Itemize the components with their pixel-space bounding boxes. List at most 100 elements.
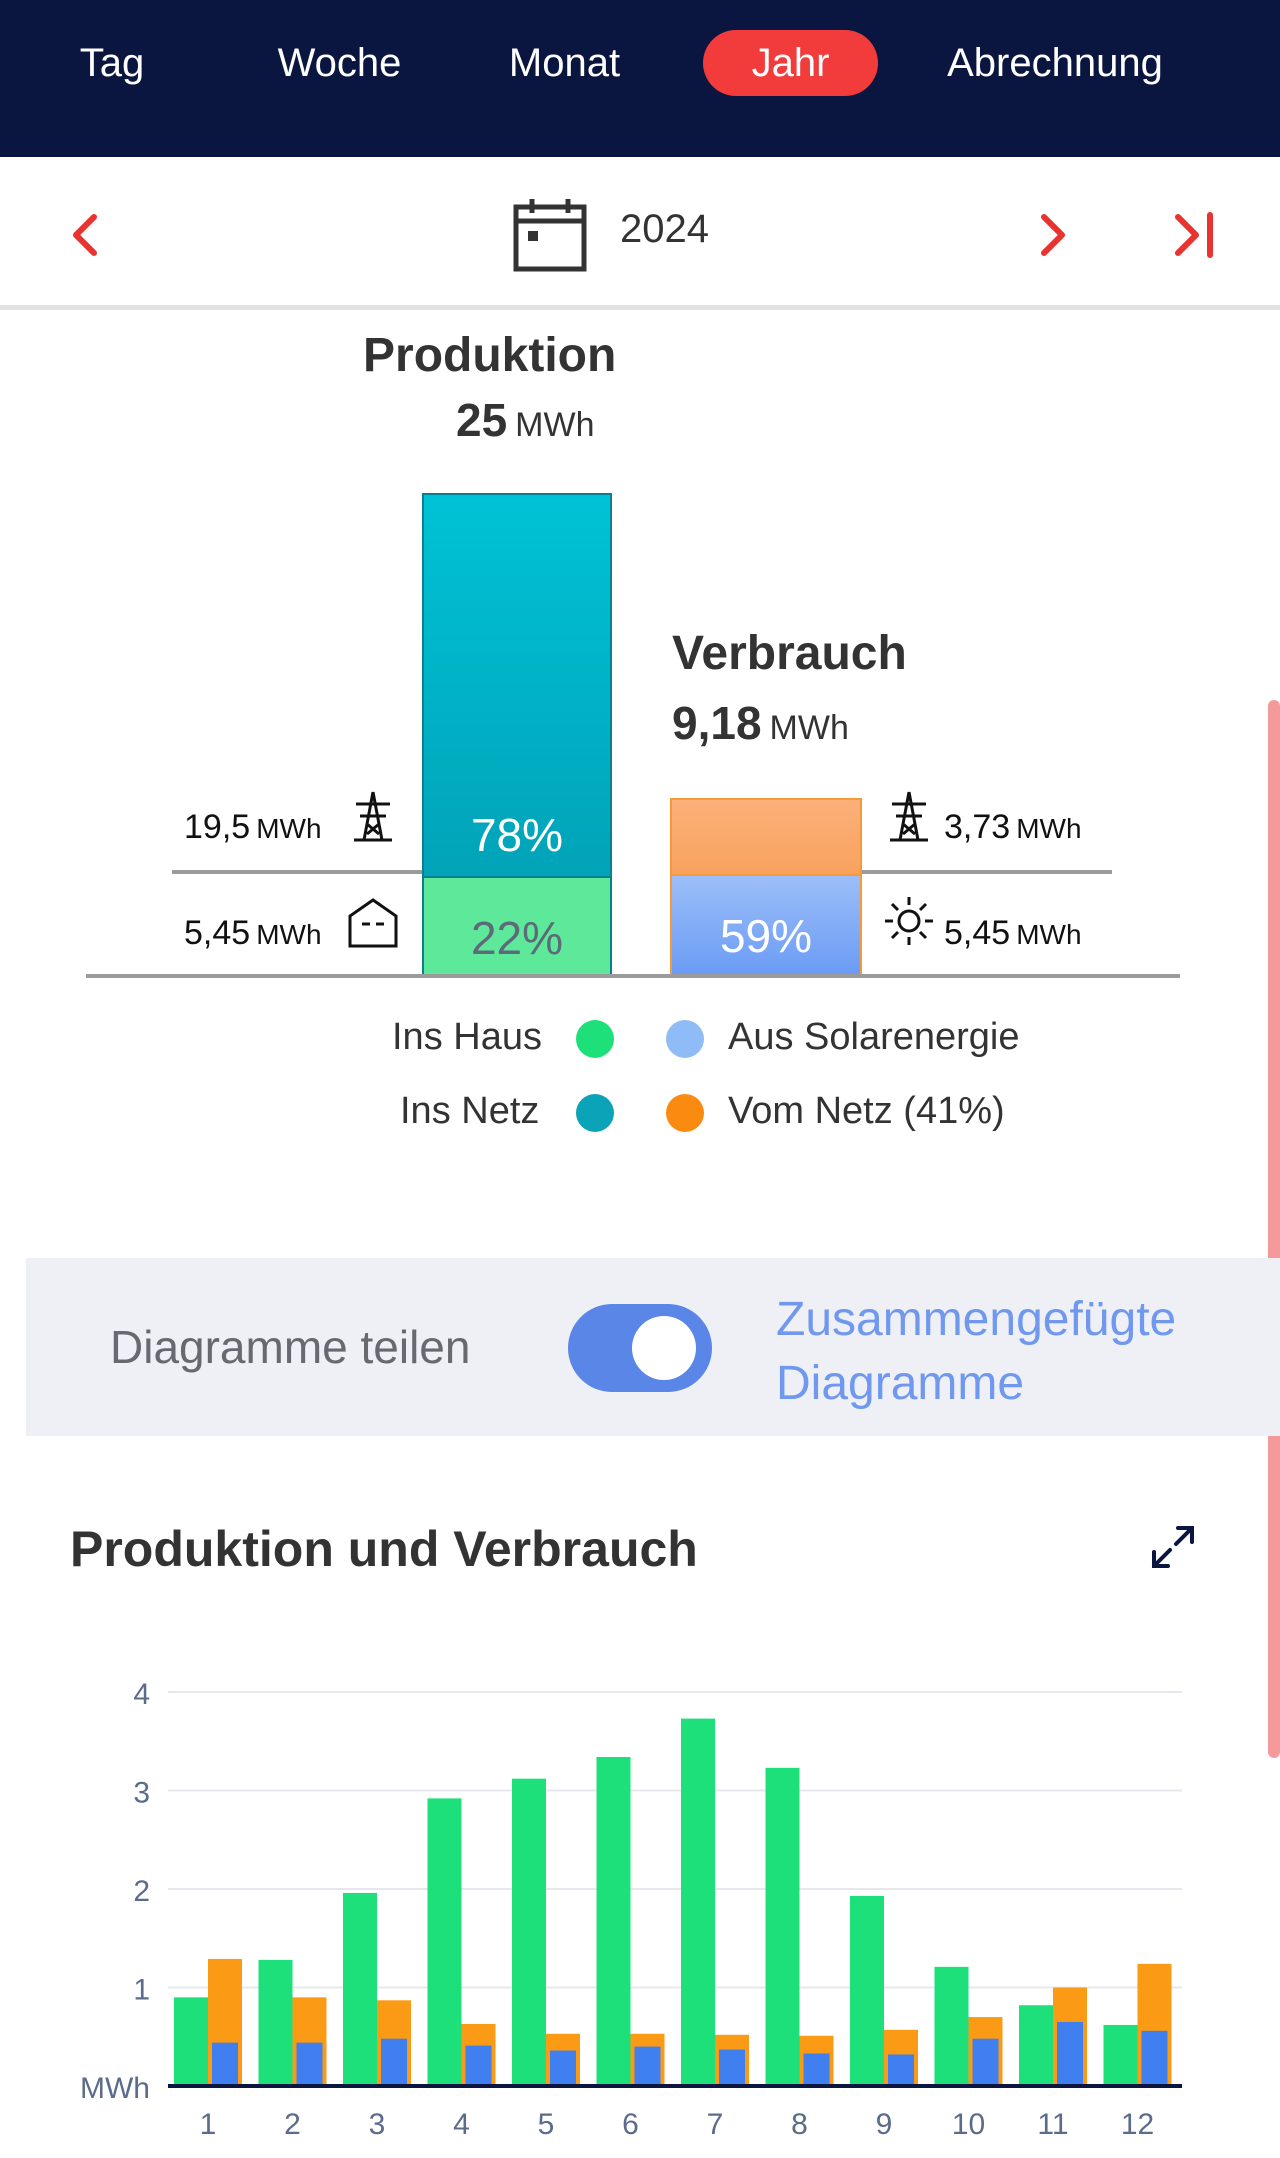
bar-series-1 [681,1718,715,2086]
consumption-solar-pct: 59% [719,910,813,962]
consumption-grid-value: 3,73 MWh [944,808,1082,847]
legend-aus-solar: Aus Solarenergie [728,1016,1020,1058]
period-tab-bar: Tag Woche Monat Jahr Abrechnung [0,0,1280,157]
tab-abrechnung[interactable]: Abrechnung [947,41,1163,85]
bar-series-3 [1057,2021,1083,2086]
scrollbar[interactable] [1268,700,1280,1758]
bar-series-1 [343,1892,377,2086]
bar-series-3 [550,2050,576,2086]
production-grid-number: 19,5 [184,808,251,846]
legend-dot-green [576,1020,614,1058]
split-chart-toggle-section: Diagramme teilen Zusammengefügte Diagram… [26,1258,1280,1436]
date-selector: 2024 [0,157,1280,310]
bar-series-3 [634,2046,661,2086]
x-tick-label: 5 [538,2108,555,2141]
x-tick-label: 8 [791,2108,808,2141]
production-house-segment: 22% [424,876,610,974]
bar-series-3 [465,2045,492,2086]
bar-series-3 [212,2042,238,2086]
chevron-right-icon[interactable] [1022,205,1082,265]
consumption-grid-number: 3,73 [944,808,1011,846]
production-house-value: 5,45 MWh [184,914,322,953]
y-tick-label: 1 [133,1974,150,2007]
legend-ins-haus: Ins Haus [392,1016,542,1058]
production-title: Produktion [363,329,617,382]
bar-series-1 [1103,2024,1138,2086]
divider-line [862,870,1112,874]
bar-series-1 [258,1959,293,2086]
combined-charts-line1: Zusammengefügte [776,1293,1177,1346]
bar-series-3 [888,2054,914,2086]
tab-monat[interactable]: Monat [508,41,621,85]
consumption-solar-unit: MWh [1016,919,1082,950]
consumption-solar-segment: 59% [672,874,860,974]
calendar-icon[interactable] [510,195,590,275]
consumption-solar-value: 5,45 MWh [944,914,1082,953]
production-stacked-bar: 78% 22% [422,493,612,974]
y-axis-label: MWh [80,2072,150,2105]
split-charts-label: Diagramme teilen [110,1321,471,1373]
x-tick-label: 9 [876,2108,893,2141]
legend-dot-orange [666,1094,704,1132]
legend-vom-netz: Vom Netz (41%) [728,1090,1005,1132]
sun-icon [882,894,936,948]
tab-jahr[interactable]: Jahr [703,30,878,96]
bar-series-1 [596,1757,631,2086]
bar-series-1 [850,1895,884,2086]
production-grid-value: 19,5 MWh [184,808,322,847]
bar-series-1 [512,1778,546,2086]
x-tick-label: 3 [369,2108,386,2141]
consumption-title: Verbrauch [672,627,907,680]
production-house-pct: 22% [470,912,564,964]
combined-charts-line2: Diagramme [776,1357,1025,1410]
production-grid-pct: 78% [470,809,564,861]
consumption-total-value: 9,18 [672,697,762,749]
consumption-stacked-bar: 59% [670,798,862,974]
legend-dot-lightblue [666,1020,704,1058]
bar-series-1 [1019,2005,1053,2086]
bar-series-3 [381,2038,407,2086]
production-total-unit: MWh [515,406,595,444]
skip-to-end-icon[interactable] [1164,205,1224,265]
production-house-number: 5,45 [184,914,251,952]
consumption-total: 9,18 MWh [672,696,849,750]
legend-ins-netz: Ins Netz [400,1090,540,1132]
tab-woche[interactable]: Woche [277,41,402,85]
power-pylon-icon [346,790,400,844]
baseline-line [86,974,1180,978]
production-total: 25 MWh [456,393,595,447]
chart-title: Produktion und Verbrauch [70,1521,698,1577]
consumption-grid-unit: MWh [1016,813,1082,844]
x-tick-label: 6 [622,2108,639,2141]
consumption-grid-segment [672,800,860,874]
tab-tag[interactable]: Tag [79,41,145,85]
power-pylon-icon [882,790,936,844]
x-tick-label: 11 [1037,2108,1068,2141]
x-tick-label: 12 [1121,2108,1154,2141]
consumption-solar-number: 5,45 [944,914,1011,952]
y-tick-label: 4 [133,1678,150,1711]
bar-series-3 [803,2053,830,2086]
toggle-knob [632,1316,696,1380]
bar-series-3 [1141,2030,1168,2086]
bar-series-1 [174,1997,208,2086]
y-tick-label: 3 [133,1777,150,1810]
y-tick-label: 2 [133,1875,150,1908]
bar-series-1 [427,1798,462,2086]
combined-charts-link[interactable]: Zusammengefügte Diagramme [776,1288,1256,1416]
split-charts-toggle[interactable] [568,1304,712,1392]
legend-dot-teal [576,1094,614,1132]
selected-year[interactable]: 2024 [620,207,709,251]
chevron-left-icon[interactable] [56,205,116,265]
bar-series-3 [972,2038,999,2086]
x-tick-label: 4 [453,2108,470,2141]
x-tick-label: 10 [952,2108,985,2141]
x-tick-label: 7 [707,2108,724,2141]
consumption-total-unit: MWh [769,709,849,747]
production-grid-unit: MWh [256,813,322,844]
production-grid-segment: 78% [424,495,610,876]
bar-series-1 [765,1767,800,2086]
expand-icon[interactable] [1148,1522,1198,1572]
house-icon [346,896,400,950]
